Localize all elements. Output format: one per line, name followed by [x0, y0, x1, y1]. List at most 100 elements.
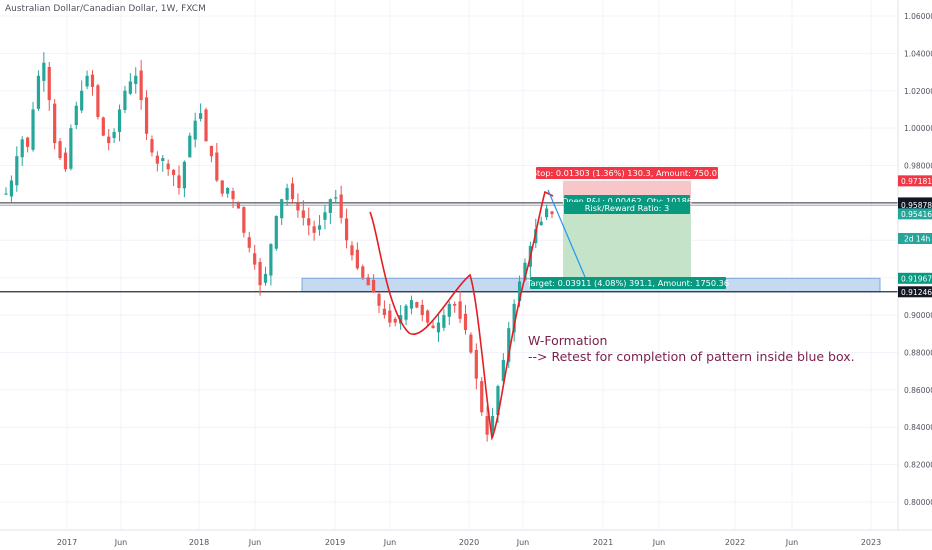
- countdown-label: 2d 14h: [904, 235, 930, 244]
- time-tick-label: 2020: [459, 538, 479, 547]
- candle-body: [161, 158, 165, 162]
- candle-body: [117, 109, 122, 132]
- candle-body: [415, 302, 419, 308]
- candle-body: [182, 161, 186, 189]
- pattern-annotation: W-Formation --> Retest for completion of…: [528, 333, 855, 365]
- candle-body: [177, 175, 181, 188]
- candle-body: [74, 105, 78, 126]
- candle-body: [312, 226, 316, 233]
- candle-body: [274, 216, 278, 249]
- candle-body: [550, 211, 554, 215]
- candle-body: [523, 262, 527, 281]
- candle-body: [96, 85, 100, 117]
- time-tick-label: 2022: [725, 538, 745, 547]
- candles: [4, 52, 554, 442]
- candle-body: [442, 315, 446, 328]
- candle-body: [301, 210, 305, 218]
- candle-body: [150, 139, 154, 153]
- time-tick-label: 2023: [861, 538, 881, 547]
- symbol-title: Australian Dollar/Canadian Dollar, 1W, F…: [5, 4, 206, 14]
- candle-body: [339, 194, 343, 218]
- price-tick-label: 1.02000: [904, 87, 932, 96]
- time-tick-label: Jun: [248, 538, 262, 547]
- candle-body: [63, 152, 68, 170]
- candle-body: [544, 208, 549, 218]
- candle-body: [361, 266, 365, 278]
- candle-body: [290, 183, 295, 200]
- take-profit-zone: [563, 205, 691, 279]
- countdown-bg: [898, 233, 932, 244]
- candle-body: [355, 249, 359, 269]
- candle-body: [334, 197, 338, 199]
- price-tag-bg: [898, 208, 932, 220]
- candle-body: [328, 199, 332, 213]
- open-pnl-label: Open P&L: 0.00462, Qty: 10186: [562, 196, 692, 206]
- candle-body: [382, 308, 387, 316]
- candle-body: [107, 136, 111, 144]
- candle-body: [388, 310, 392, 323]
- candle-body: [501, 359, 505, 381]
- candle-body: [399, 315, 403, 324]
- candle-body: [31, 109, 35, 150]
- annotation-line-1: W-Formation: [528, 333, 608, 348]
- candle-body: [155, 155, 159, 164]
- candle-body: [26, 137, 30, 147]
- candle-body: [393, 318, 397, 323]
- candle-body: [490, 416, 495, 432]
- price-tick-label: 0.82000: [904, 461, 932, 470]
- candle-body: [377, 293, 381, 306]
- candle-body: [209, 145, 214, 157]
- candle-body: [247, 237, 251, 248]
- time-tick-label: Jun: [114, 538, 128, 547]
- candle-body: [344, 218, 349, 241]
- candle-body: [323, 212, 327, 220]
- candle-body: [242, 207, 246, 233]
- candle-body: [128, 81, 132, 94]
- candle-body: [215, 152, 219, 181]
- price-tag-label: 0.91967: [901, 274, 932, 283]
- stop-label-bg: [536, 167, 718, 179]
- target-label: Target: 0.03911 (4.08%) 391.1, Amount: 1…: [526, 278, 729, 288]
- candle-body: [166, 163, 170, 170]
- candle-body: [47, 66, 51, 101]
- candle-body: [226, 187, 230, 194]
- candle-body: [366, 277, 370, 286]
- candle-body: [404, 305, 408, 320]
- price-tick-label: 1.00000: [904, 124, 932, 133]
- candle-body: [134, 75, 138, 84]
- candle-body: [539, 221, 543, 226]
- price-tag-label: 0.95416: [901, 210, 932, 219]
- time-tick-label: 2021: [593, 538, 613, 547]
- candle-body: [436, 322, 441, 333]
- price-tick-label: 0.84000: [904, 423, 932, 432]
- candle-body: [409, 300, 414, 309]
- candle-body: [453, 303, 457, 306]
- candle-body: [431, 325, 435, 329]
- candle-body: [42, 62, 46, 81]
- price-tag-bg: [898, 286, 932, 298]
- price-tick-label: 0.86000: [904, 386, 932, 395]
- candle-body: [20, 139, 24, 158]
- candle-body: [171, 169, 176, 175]
- price-tick-label: 1.06000: [904, 12, 932, 21]
- candle-body: [193, 120, 197, 140]
- price-tag-label: 0.97181: [901, 177, 932, 186]
- candle-body: [258, 261, 262, 286]
- candle-body: [420, 304, 424, 316]
- price-tick-label: 0.80000: [904, 498, 932, 507]
- price-axis[interactable]: 1.060001.040001.020001.000000.980000.960…: [897, 0, 932, 530]
- candle-body: [285, 187, 289, 200]
- w-formation-curve: [369, 190, 554, 441]
- time-axis[interactable]: 2017 Jun 2018 Jun 2019 Jun 2020 Jun 2021 Jun 2022 J…: [0, 529, 932, 547]
- candle-body: [307, 218, 311, 226]
- candle-body: [236, 203, 241, 209]
- candle-body: [372, 280, 376, 293]
- candle-body: [253, 253, 257, 265]
- candle-body: [4, 193, 8, 195]
- price-tag-label: 0.91246: [901, 288, 932, 297]
- candle-body: [188, 135, 192, 158]
- candle-body: [263, 273, 268, 283]
- candle-body: [90, 74, 95, 88]
- candle-body: [426, 310, 430, 323]
